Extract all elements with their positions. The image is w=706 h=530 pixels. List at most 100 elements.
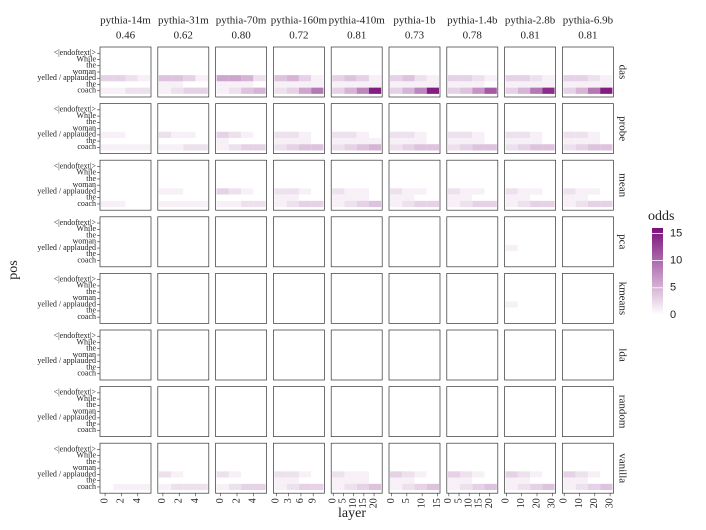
heat-cell <box>402 175 415 183</box>
heat-cell <box>216 62 229 69</box>
heat-cell <box>311 62 324 69</box>
heat-cell <box>274 137 287 145</box>
panel-border <box>446 216 499 268</box>
heat-cell <box>228 483 242 491</box>
heat-cell <box>414 50 427 57</box>
heat-cell <box>311 219 324 227</box>
heat-cell <box>137 333 150 340</box>
heat-cell <box>274 169 287 176</box>
heat-cell <box>183 163 196 170</box>
heat-cell <box>460 238 473 245</box>
heat-cell <box>447 131 461 138</box>
heat-cell <box>563 119 576 126</box>
heat-cell <box>575 175 588 183</box>
model-label: pythia-1.4b <box>447 15 498 27</box>
heat-cell <box>447 238 461 245</box>
heat-cell <box>517 232 531 239</box>
heat-cell <box>402 395 415 403</box>
heat-cell <box>460 358 473 365</box>
heat-cell <box>183 370 196 377</box>
heat-cell <box>274 232 287 239</box>
heat-cell <box>216 219 229 227</box>
heat-cell <box>472 169 485 176</box>
heat-cell <box>344 244 357 252</box>
heat-cell <box>125 307 138 315</box>
heat-cell <box>402 339 415 346</box>
heat-cell <box>530 389 543 396</box>
model-label: pythia-31m <box>158 15 209 27</box>
heat-cell <box>101 226 114 233</box>
heat-cell <box>298 276 312 283</box>
heat-cell <box>253 289 266 296</box>
heat-cell <box>332 358 345 365</box>
heat-cell <box>414 68 427 76</box>
heat-cell <box>344 389 357 396</box>
heat-cell <box>125 200 138 208</box>
heat-cell <box>101 420 114 428</box>
heat-cell <box>158 125 172 132</box>
heat-cell <box>484 169 497 176</box>
heat-cell <box>600 68 613 76</box>
heat-cell <box>600 333 613 340</box>
heat-cell <box>298 465 312 472</box>
heat-cell <box>530 465 543 472</box>
heat-cell <box>563 483 576 491</box>
heat-cell <box>274 56 287 63</box>
heat-cell <box>216 358 229 365</box>
heat-cell <box>517 226 531 233</box>
heat-cell <box>530 358 543 365</box>
heat-cell <box>368 244 382 252</box>
heat-cell <box>517 163 531 170</box>
heat-cell <box>402 75 415 82</box>
panel-border <box>504 442 556 494</box>
heat-cell <box>563 188 576 195</box>
heat-cell <box>311 169 324 176</box>
heat-cell <box>253 307 266 315</box>
heat-cell <box>484 232 497 239</box>
heat-cell <box>332 244 345 252</box>
heat-cell <box>101 200 114 208</box>
heat-cell <box>125 477 138 484</box>
heat-cell <box>390 194 403 201</box>
heat-cell <box>563 175 576 183</box>
heat-cell <box>298 81 312 88</box>
heat-cell <box>530 232 543 239</box>
heat-cell <box>575 364 588 371</box>
heat-cell <box>253 389 266 396</box>
heat-cell <box>447 446 461 453</box>
heat-cell <box>368 232 382 239</box>
heat-cell <box>241 244 254 252</box>
heat-cell <box>530 238 543 245</box>
heat-cell <box>530 131 543 138</box>
heat-cell <box>332 257 345 264</box>
heat-cell <box>195 314 208 321</box>
heat-cell <box>274 75 287 82</box>
heat-cell <box>344 251 357 258</box>
heat-cell <box>311 314 324 321</box>
heat-cell <box>356 483 369 491</box>
heat-cell <box>298 364 312 371</box>
heat-cell <box>460 276 473 283</box>
heat-cell <box>484 402 497 409</box>
panel-border <box>388 216 441 268</box>
heat-cell <box>286 295 299 302</box>
heat-cell <box>195 112 208 120</box>
model-score: 0.81 <box>578 30 597 42</box>
heat-cell <box>505 307 518 315</box>
heat-cell <box>484 106 497 113</box>
heat-cell <box>390 307 403 315</box>
heat-cell <box>600 125 613 132</box>
heat-cell <box>460 427 473 434</box>
heat-cell <box>195 182 208 189</box>
heat-cell <box>426 257 439 264</box>
heat-cell <box>530 276 543 283</box>
heat-cell <box>390 232 403 239</box>
heat-cell <box>228 339 242 346</box>
heat-cell <box>216 68 229 76</box>
heat-cell <box>298 446 312 453</box>
heat-cell <box>505 50 518 57</box>
heat-cell <box>402 219 415 227</box>
heat-cell <box>356 188 369 195</box>
heat-cell <box>563 62 576 69</box>
heat-cell <box>472 364 485 371</box>
